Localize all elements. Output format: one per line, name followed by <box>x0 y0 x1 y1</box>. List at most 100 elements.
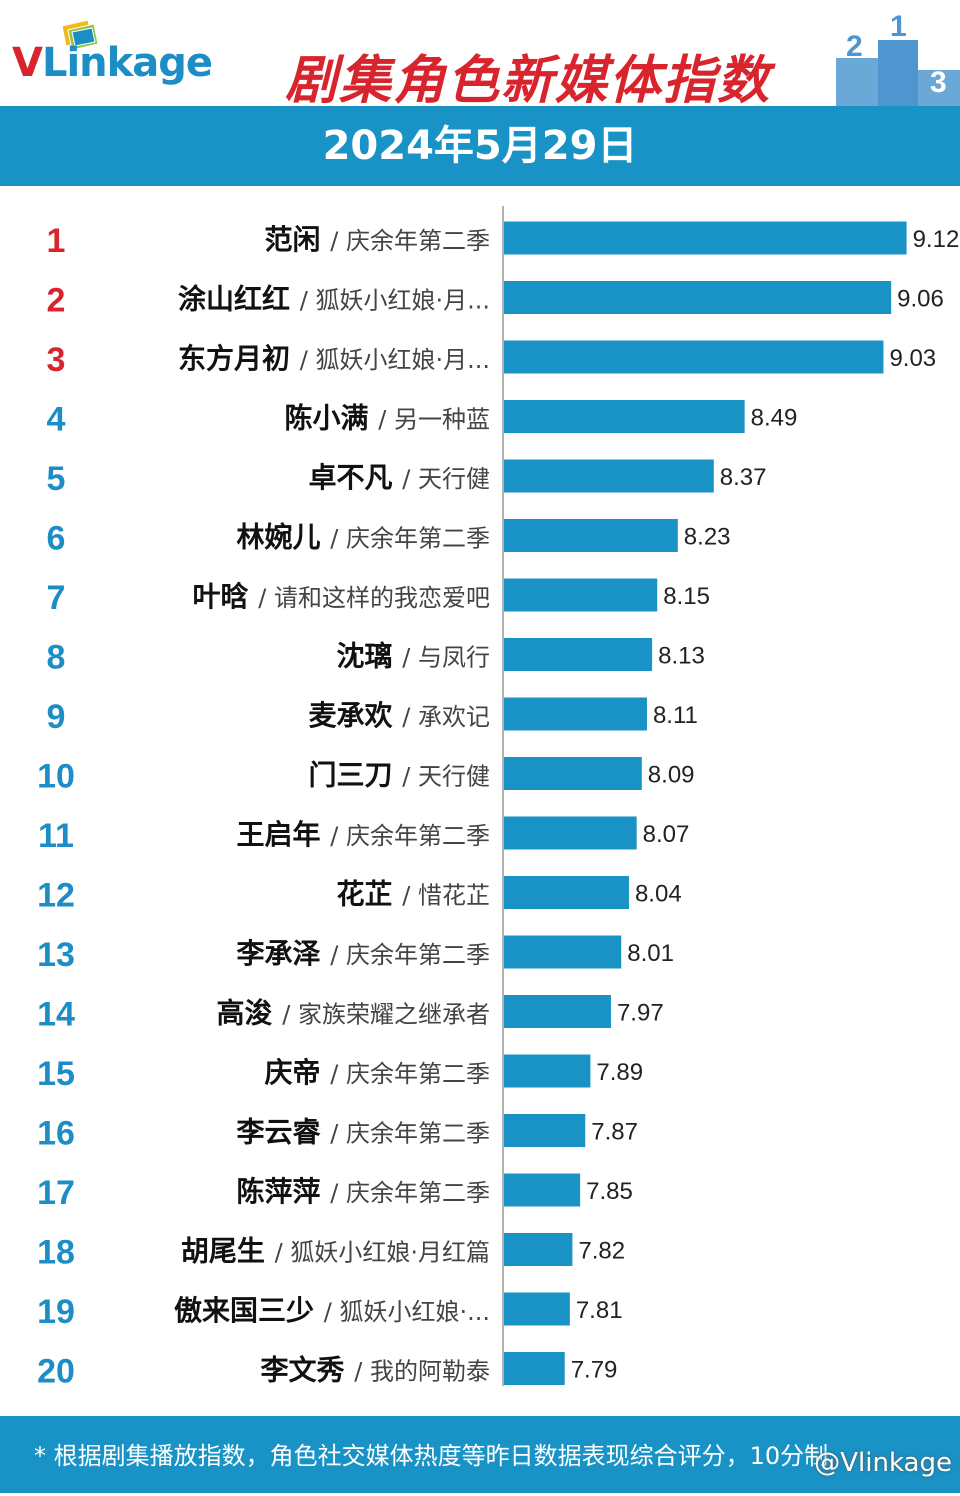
watermark: @Vlinkage <box>814 1448 952 1478</box>
character-name: 沈璃 <box>337 640 403 673</box>
show-name: / 庆余年第二季 <box>330 1120 490 1148</box>
rank-label: 17 <box>37 1174 75 1212</box>
logo-frames-icon <box>61 19 99 50</box>
rank-label: 11 <box>38 817 74 855</box>
category-label: 李文秀 / 我的阿勒泰 <box>261 1354 490 1387</box>
character-name: 卓不凡 <box>309 461 403 494</box>
chart-row-6: 6 林婉儿 / 庆余年第二季 8.23 <box>47 519 731 558</box>
data-label: 8.11 <box>653 702 698 729</box>
show-name: / 狐妖小红娘·月红篇 <box>275 1239 490 1267</box>
data-label: 9.06 <box>897 286 944 313</box>
bar <box>504 1114 586 1147</box>
data-label: 7.82 <box>578 1238 625 1265</box>
category-label: 门三刀 / 天行健 <box>309 759 490 792</box>
rank-label: 10 <box>37 758 75 796</box>
data-label: 8.09 <box>648 762 695 789</box>
character-name: 范闲 <box>265 223 331 256</box>
rank-label: 16 <box>37 1115 75 1153</box>
chart-row-17: 17 陈萍萍 / 庆余年第二季 7.85 <box>37 1173 633 1212</box>
data-label: 8.13 <box>658 643 705 670</box>
category-label: 陈萍萍 / 庆余年第二季 <box>237 1175 490 1208</box>
show-name: / 惜花芷 <box>402 882 490 910</box>
category-label: 王启年 / 庆余年第二季 <box>237 818 490 851</box>
rank-label: 19 <box>37 1293 75 1331</box>
bar <box>504 221 907 255</box>
rank-label: 18 <box>37 1234 75 1272</box>
svg-text:3: 3 <box>930 66 947 99</box>
bar <box>504 1233 573 1266</box>
show-name: / 庆余年第二季 <box>330 525 490 553</box>
rank-label: 6 <box>47 520 66 558</box>
show-name: / 庆余年第二季 <box>330 1179 490 1207</box>
category-label: 林婉儿 / 庆余年第二季 <box>237 521 490 554</box>
chart-row-18: 18 胡尾生 / 狐妖小红娘·月红篇 7.82 <box>37 1233 625 1272</box>
character-name: 门三刀 <box>309 759 403 792</box>
character-name: 涂山红红 <box>178 283 300 316</box>
character-name: 李云睿 <box>237 1116 331 1149</box>
footer-note: * 根据剧集播放指数，角色社交媒体热度等昨日数据表现综合评分，10分制 <box>0 1416 960 1493</box>
data-label: 8.37 <box>720 464 767 491</box>
category-label: 范闲 / 庆余年第二季 <box>265 223 490 256</box>
character-name: 胡尾生 <box>181 1235 275 1268</box>
chart-row-14: 14 高浚 / 家族荣耀之继承者 7.97 <box>37 995 664 1034</box>
data-label: 7.89 <box>596 1059 643 1086</box>
show-name: / 庆余年第二季 <box>330 1060 490 1088</box>
rank-label: 1 <box>47 222 66 260</box>
chart-row-16: 16 李云睿 / 庆余年第二季 7.87 <box>37 1114 638 1153</box>
rank-label: 2 <box>47 282 66 320</box>
svg-text:2: 2 <box>846 30 863 63</box>
rank-label: 8 <box>47 639 66 677</box>
character-name: 麦承欢 <box>309 699 403 732</box>
show-name: / 庆余年第二季 <box>330 227 490 255</box>
data-label: 8.23 <box>684 524 731 551</box>
data-label: 8.04 <box>635 881 682 908</box>
page-title: 剧集角色新媒体指数 <box>285 51 772 111</box>
data-label: 7.97 <box>617 1000 664 1027</box>
rank-label: 7 <box>47 579 66 617</box>
bar <box>504 995 611 1028</box>
chart-row-10: 10 门三刀 / 天行健 8.09 <box>37 757 695 796</box>
chart-row-12: 12 花芷 / 惜花芷 8.04 <box>37 876 682 915</box>
bar <box>504 1352 565 1385</box>
character-name: 花芷 <box>337 878 403 911</box>
show-name: / 狐妖小红娘·月... <box>300 346 490 374</box>
category-label: 卓不凡 / 天行健 <box>309 461 490 494</box>
category-label: 陈小满 / 另一种蓝 <box>285 402 490 435</box>
category-label: 涂山红红 / 狐妖小红娘·月... <box>178 283 490 316</box>
category-label: 傲来国三少 / 狐妖小红娘·... <box>174 1294 490 1327</box>
character-name: 东方月初 <box>178 342 300 375</box>
show-name: / 庆余年第二季 <box>330 822 490 850</box>
chart-row-5: 5 卓不凡 / 天行健 8.37 <box>47 459 767 498</box>
show-name: / 天行健 <box>402 465 490 493</box>
show-name: / 庆余年第二季 <box>330 941 490 969</box>
rank-label: 5 <box>47 460 66 498</box>
category-label: 李承泽 / 庆余年第二季 <box>237 937 490 970</box>
show-name: / 我的阿勒泰 <box>354 1358 490 1386</box>
show-name: / 与凤行 <box>402 644 490 672</box>
rank-label: 9 <box>47 698 66 736</box>
bar <box>504 519 678 552</box>
character-name: 叶晗 <box>193 580 259 613</box>
data-label: 9.12 <box>913 226 960 253</box>
data-label: 8.07 <box>643 821 690 848</box>
chart-row-11: 11 王启年 / 庆余年第二季 8.07 <box>38 816 690 855</box>
podium-icon: 2 1 3 <box>836 12 960 106</box>
character-name: 林婉儿 <box>237 521 331 554</box>
character-name: 傲来国三少 <box>174 1294 324 1327</box>
bar <box>504 876 629 909</box>
category-label: 庆帝 / 庆余年第二季 <box>265 1056 490 1089</box>
character-name: 王启年 <box>237 818 331 851</box>
category-label: 沈璃 / 与凤行 <box>337 640 490 673</box>
bar <box>504 578 658 612</box>
bar <box>504 340 884 374</box>
data-label: 7.85 <box>586 1178 633 1205</box>
data-label: 7.87 <box>591 1119 638 1146</box>
show-name: / 狐妖小红娘·月... <box>300 287 490 315</box>
rank-label: 20 <box>37 1353 75 1391</box>
category-label: 叶晗 / 请和这样的我恋爱吧 <box>193 580 490 613</box>
character-name: 高浚 <box>217 997 283 1030</box>
chart-row-15: 15 庆帝 / 庆余年第二季 7.89 <box>37 1054 643 1093</box>
bar <box>504 400 745 433</box>
rank-label: 13 <box>37 936 75 974</box>
bar <box>504 638 653 671</box>
